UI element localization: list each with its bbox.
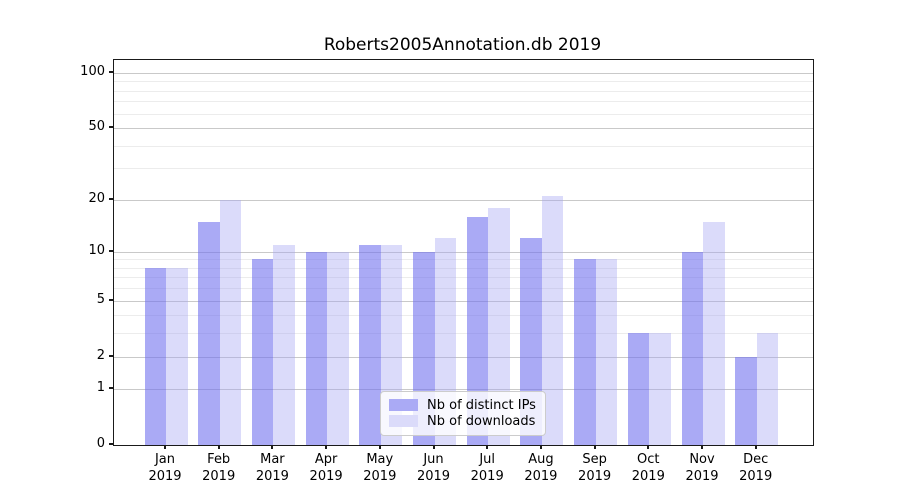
- gridline-1: [114, 389, 813, 391]
- xtick-mark-oct: [647, 445, 650, 449]
- ytick-label-20: 20: [88, 190, 105, 206]
- ytick-mark-20: [109, 197, 113, 200]
- bar-nb-of-distinct-ips-mar: [251, 259, 274, 445]
- legend-swatch-downloads: [389, 415, 418, 427]
- xtick-mark-dec: [754, 445, 757, 449]
- bar-nb-of-distinct-ips-jan: [144, 267, 166, 445]
- gridline-minor-70: [114, 101, 813, 103]
- xtick-mark-nov: [701, 445, 703, 449]
- bar-nb-of-distinct-ips-feb: [198, 221, 220, 445]
- plot-area: [113, 59, 814, 446]
- gridline-minor-90: [114, 81, 813, 83]
- xtick-label-nov: Nov 2019: [685, 452, 719, 484]
- gridline-2: [114, 356, 813, 358]
- gridline-20: [114, 199, 813, 201]
- xtick-label-feb: Feb 2019: [202, 452, 236, 484]
- xtick-mark-feb: [217, 445, 220, 449]
- gridline-minor-30: [114, 168, 813, 170]
- ytick-mark-5: [109, 298, 113, 301]
- chart-title: Roberts2005Annotation.db 2019: [323, 35, 602, 55]
- gridline-5: [114, 300, 813, 302]
- ytick-mark-0: [109, 443, 113, 445]
- legend-item-downloads: Nb of downloads: [389, 413, 537, 429]
- ytick-label-10: 10: [88, 242, 105, 258]
- ytick-mark-1: [109, 387, 113, 390]
- ytick-mark-2: [109, 354, 113, 357]
- bar-nb-of-distinct-ips-apr: [305, 251, 328, 445]
- ytick-mark-50: [109, 126, 113, 129]
- xtick-label-jun: Jun 2019: [416, 452, 451, 484]
- ytick-label-1: 1: [96, 380, 105, 396]
- gridline-minor-60: [114, 113, 813, 115]
- xtick-label-may: May 2019: [363, 452, 397, 484]
- xtick-mark-jan: [164, 445, 166, 449]
- xtick-label-jan: Jan 2019: [148, 452, 182, 484]
- legend: Nb of distinct IPs Nb of downloads: [380, 391, 546, 436]
- xtick-label-aug: Aug 2019: [524, 452, 558, 484]
- gridline-50: [114, 128, 813, 130]
- xtick-label-jul: Jul 2019: [470, 452, 504, 484]
- xtick-mark-aug: [539, 445, 542, 449]
- gridline-minor-80: [114, 90, 813, 92]
- ytick-label-5: 5: [96, 291, 105, 307]
- bar-nb-of-distinct-ips-may: [359, 244, 381, 445]
- xtick-label-dec: Dec 2019: [739, 452, 773, 484]
- gridline-minor-3: [114, 333, 813, 335]
- legend-item-distinct-ips: Nb of distinct IPs: [389, 397, 537, 413]
- xtick-mark-jul: [486, 445, 489, 449]
- bar-nb-of-distinct-ips-nov: [681, 251, 703, 445]
- xtick-label-mar: Mar 2019: [255, 452, 289, 484]
- bar-nb-of-downloads-aug: [541, 195, 564, 445]
- legend-label-distinct-ips: Nb of distinct IPs: [427, 397, 536, 413]
- ytick-label-0: 0: [96, 436, 105, 451]
- bar-nb-of-downloads-mar: [273, 244, 295, 445]
- ytick-mark-10: [109, 249, 113, 252]
- xtick-label-sep: Sep 2019: [578, 452, 612, 484]
- bar-nb-of-downloads-jan: [166, 267, 188, 445]
- bar-nb-of-distinct-ips-oct: [627, 333, 650, 445]
- xtick-mark-may: [378, 445, 381, 449]
- gridline-10: [114, 251, 813, 253]
- bar-nb-of-downloads-oct: [649, 333, 671, 445]
- gridline-minor-40: [114, 145, 813, 147]
- bar-nb-of-downloads-dec: [756, 333, 779, 445]
- ytick-label-100: 100: [80, 64, 105, 79]
- gridline-minor-8: [114, 267, 813, 269]
- xtick-mark-jun: [432, 445, 435, 449]
- bar-nb-of-distinct-ips-jul: [466, 216, 489, 445]
- bar-nb-of-downloads-jul: [488, 207, 510, 445]
- ytick-mark-100: [109, 71, 113, 73]
- bar-nb-of-downloads-nov: [703, 221, 725, 445]
- xtick-mark-mar: [271, 445, 274, 449]
- bar-nb-of-distinct-ips-dec: [735, 356, 757, 445]
- gridline-minor-7: [114, 277, 813, 279]
- ytick-label-50: 50: [88, 119, 105, 135]
- bar-nb-of-downloads-feb: [219, 199, 242, 445]
- gridline-minor-9: [114, 259, 813, 261]
- xtick-mark-apr: [325, 445, 328, 449]
- bar-nb-of-distinct-ips-sep: [574, 259, 596, 445]
- ytick-label-2: 2: [96, 347, 105, 363]
- bar-nb-of-downloads-apr: [327, 251, 349, 445]
- xtick-label-oct: Oct 2019: [631, 452, 665, 484]
- xtick-label-apr: Apr 2019: [309, 452, 343, 484]
- bar-nb-of-downloads-sep: [595, 259, 618, 445]
- gridline-100: [114, 73, 813, 74]
- legend-label-downloads: Nb of downloads: [427, 413, 536, 429]
- gridline-minor-4: [114, 315, 813, 317]
- xtick-mark-sep: [593, 445, 596, 449]
- legend-swatch-distinct-ips: [389, 399, 418, 411]
- gridline-minor-6: [114, 288, 813, 290]
